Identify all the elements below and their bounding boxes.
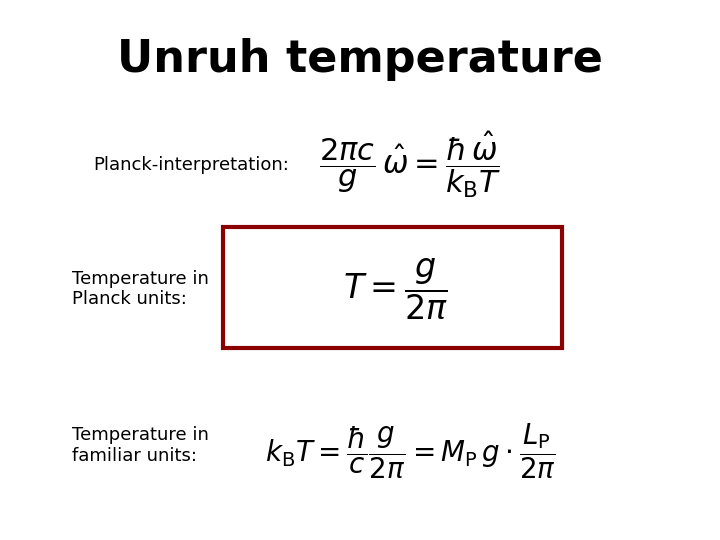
Text: Unruh temperature: Unruh temperature <box>117 38 603 81</box>
Text: $\dfrac{2\pi c}{g}\,\hat{\omega} = \dfrac{\hbar\,\hat{\omega}}{k_{\rm B} T}$: $\dfrac{2\pi c}{g}\,\hat{\omega} = \dfra… <box>320 129 501 200</box>
Text: Temperature in
familiar units:: Temperature in familiar units: <box>72 426 209 465</box>
Text: Planck-interpretation:: Planck-interpretation: <box>94 156 289 174</box>
Text: Temperature in
Planck units:: Temperature in Planck units: <box>72 269 209 308</box>
Text: $T = \dfrac{g}{2\pi}$: $T = \dfrac{g}{2\pi}$ <box>343 256 449 322</box>
Text: $k_{\rm B} T = \dfrac{\hbar}{c}\dfrac{g}{2\pi} = M_{\rm P}\, g \cdot \dfrac{L_{\: $k_{\rm B} T = \dfrac{\hbar}{c}\dfrac{g}… <box>265 421 556 481</box>
FancyBboxPatch shape <box>223 227 562 348</box>
